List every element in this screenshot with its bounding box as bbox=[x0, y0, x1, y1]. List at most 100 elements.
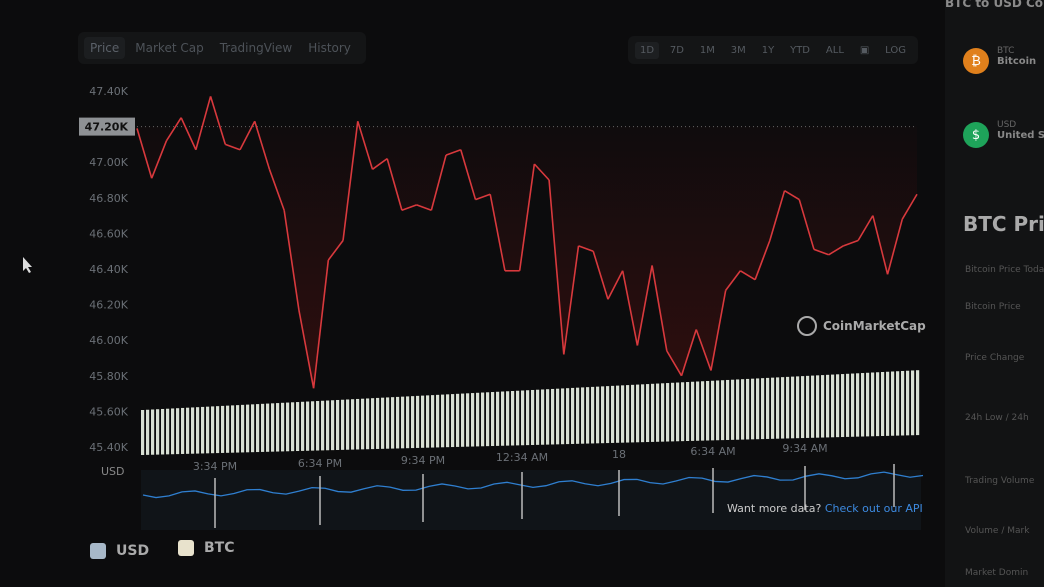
volume-bar bbox=[546, 389, 550, 445]
volume-bar bbox=[766, 377, 770, 439]
calendar-icon[interactable]: ▣ bbox=[859, 44, 870, 56]
volume-bar bbox=[531, 389, 535, 445]
btc-swatch bbox=[178, 540, 194, 556]
tab-market-cap[interactable]: Market Cap bbox=[135, 41, 204, 55]
volume-bar bbox=[571, 387, 575, 444]
legend-usd[interactable]: USD bbox=[90, 543, 149, 559]
volume-bar bbox=[466, 393, 470, 447]
volume-bar bbox=[306, 401, 310, 451]
price-line-segment bbox=[843, 239, 859, 247]
current-price-badge bbox=[79, 117, 135, 136]
navigator-line bbox=[142, 471, 924, 499]
stat-row: Market Domin bbox=[965, 568, 1029, 578]
volume-bar bbox=[481, 392, 485, 447]
range-1d[interactable]: 1D bbox=[634, 41, 660, 59]
stats-title: BTC Price bbox=[963, 212, 1044, 236]
range-log[interactable]: LOG bbox=[885, 44, 907, 56]
price-line-segment bbox=[327, 240, 344, 261]
volume-bar bbox=[726, 379, 730, 440]
volume-bar bbox=[496, 391, 500, 446]
volume-bar bbox=[561, 388, 565, 445]
range-3m[interactable]: 3M bbox=[730, 44, 746, 56]
price-line-segment bbox=[372, 157, 388, 170]
volume-bar bbox=[636, 384, 640, 443]
volume-bar bbox=[491, 392, 495, 447]
x-tick-label: 12:34 AM bbox=[496, 451, 548, 464]
volume-bar bbox=[431, 395, 435, 448]
volume-bar bbox=[731, 379, 735, 440]
tab-tradingview[interactable]: TradingView bbox=[219, 41, 293, 55]
range-selector: 1D 7D 1M 3M 1Y YTD ALL ▣ LOG bbox=[628, 36, 918, 64]
coin-name: United St bbox=[997, 130, 1044, 141]
stat-row: Volume / Mark bbox=[965, 526, 1030, 536]
price-line-segment bbox=[828, 245, 844, 256]
volume-bar bbox=[611, 385, 615, 443]
volume-bar bbox=[566, 388, 570, 445]
x-tick-label: 9:34 PM bbox=[401, 454, 445, 467]
volume-bar bbox=[871, 372, 875, 437]
volume-bar bbox=[541, 389, 545, 445]
volume-bar bbox=[261, 403, 265, 452]
tab-history[interactable]: History bbox=[308, 41, 351, 55]
volume-bar bbox=[161, 408, 165, 455]
price-line-segment bbox=[312, 260, 330, 389]
volume-bar bbox=[626, 385, 630, 443]
volume-bar bbox=[676, 382, 680, 442]
price-line-segment bbox=[150, 140, 168, 179]
range-all[interactable]: ALL bbox=[825, 44, 844, 56]
api-link[interactable]: Check out our API bbox=[824, 502, 923, 515]
volume-bar bbox=[236, 405, 240, 453]
y-tick-label: 45.40K bbox=[89, 441, 128, 454]
volume-bar bbox=[321, 400, 325, 451]
y-tick-label: 45.60K bbox=[89, 405, 128, 418]
range-7d[interactable]: 7D bbox=[669, 44, 684, 56]
volume-bar bbox=[886, 371, 890, 436]
volume-bar bbox=[286, 402, 290, 452]
legend-btc[interactable]: BTC bbox=[178, 540, 235, 556]
volume-bar bbox=[206, 406, 210, 454]
price-line-segment bbox=[666, 350, 683, 377]
volume-bar bbox=[191, 407, 195, 454]
volume-bar bbox=[171, 408, 175, 455]
volume-bar bbox=[181, 407, 185, 454]
volume-bar bbox=[386, 397, 390, 449]
volume-bar bbox=[511, 391, 515, 446]
volume-bar bbox=[856, 373, 860, 437]
volume-bar bbox=[226, 405, 230, 453]
chart-tabs: Price Market Cap TradingView History bbox=[78, 32, 366, 64]
volume-bar bbox=[671, 382, 675, 442]
volume-bar bbox=[641, 384, 645, 443]
price-line-segment bbox=[886, 218, 904, 275]
volume-bar bbox=[501, 391, 505, 446]
price-line-segment bbox=[225, 143, 241, 151]
volume-bar bbox=[736, 379, 740, 440]
volume-bar bbox=[231, 405, 235, 453]
price-line-segment bbox=[253, 121, 271, 170]
price-line-segment bbox=[621, 270, 639, 346]
price-line-segment bbox=[195, 96, 212, 150]
volume-bar bbox=[381, 397, 385, 449]
price-line-segment bbox=[710, 290, 727, 371]
volume-bar bbox=[336, 399, 340, 450]
volume-bar bbox=[296, 402, 300, 452]
range-1m[interactable]: 1M bbox=[699, 44, 715, 56]
volume-bar bbox=[436, 394, 440, 448]
range-ytd[interactable]: YTD bbox=[790, 44, 811, 56]
volume-bar bbox=[326, 400, 330, 451]
volume-bar bbox=[241, 404, 245, 453]
dollar-icon: $ bbox=[963, 122, 989, 148]
tab-price[interactable]: Price bbox=[84, 37, 126, 59]
price-line-segment bbox=[636, 265, 653, 346]
volume-bar bbox=[556, 388, 560, 445]
volume-bar bbox=[621, 385, 625, 443]
volume-bar bbox=[426, 395, 430, 448]
volume-bar bbox=[356, 398, 360, 450]
price-line-segment bbox=[136, 128, 153, 179]
volume-bar bbox=[911, 370, 915, 436]
range-1y[interactable]: 1Y bbox=[761, 44, 775, 56]
price-line-segment bbox=[651, 265, 668, 352]
volume-bar bbox=[746, 378, 750, 440]
api-promo: Want more data? Check out our API bbox=[727, 502, 923, 515]
price-line-segment bbox=[798, 199, 815, 250]
coinmarketcap-logo-icon bbox=[797, 316, 817, 336]
